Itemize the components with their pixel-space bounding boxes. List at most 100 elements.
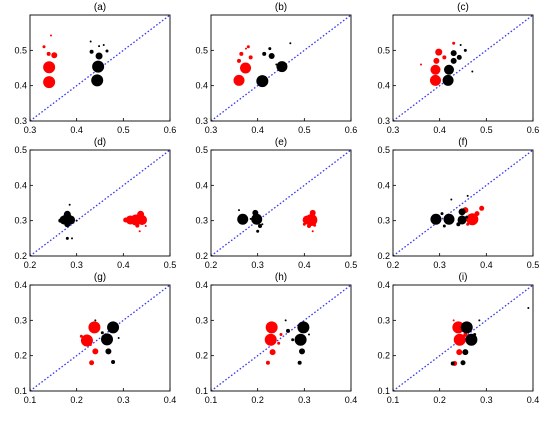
black-data-point [456, 222, 461, 227]
black-data-point [450, 50, 457, 57]
black-data-point [102, 44, 105, 47]
x-tick-label: 0.2 [205, 260, 218, 270]
subplot-title: (c) [457, 2, 469, 13]
x-tick-label: 0.3 [117, 395, 130, 405]
y-tick-label: 0.3 [377, 315, 390, 325]
x-tick-label: 0.2 [251, 395, 264, 405]
plot-frame [392, 149, 534, 257]
x-tick-label: 0.4 [70, 125, 83, 135]
red-data-point [246, 45, 250, 49]
black-data-point [256, 75, 269, 88]
red-data-point [430, 64, 441, 75]
subplot-3: (c) 0.3 0.4 0.5 0.6 0.3 0.4 0.5 [377, 2, 539, 135]
x-tick-label: 0.2 [433, 395, 446, 405]
y-tick-label: 0.5 [14, 45, 27, 55]
black-data-point [458, 208, 466, 216]
red-data-point [302, 215, 312, 225]
black-data-point [297, 321, 310, 334]
black-data-point [442, 224, 446, 228]
black-data-point [294, 333, 307, 346]
black-data-point [117, 337, 120, 339]
y-tick-label: 0.3 [14, 315, 27, 325]
y-tick-label: 0.4 [195, 81, 208, 91]
red-data-point [233, 74, 245, 86]
red-data-point [240, 62, 252, 74]
y-tick-label: 0.5 [14, 145, 27, 155]
x-tick-label: 0.6 [527, 125, 540, 135]
red-data-point [50, 34, 52, 37]
x-tick-label: 0.5 [164, 260, 177, 270]
x-tick-label: 0.3 [387, 125, 400, 135]
red-data-point [123, 217, 129, 223]
black-data-point [527, 306, 530, 309]
black-data-point [442, 74, 454, 86]
black-data-point [268, 52, 275, 59]
red-data-point [309, 209, 316, 216]
red-data-point [311, 230, 314, 233]
black-data-point [299, 348, 305, 355]
red-data-point [51, 52, 58, 59]
red-data-point [138, 230, 141, 233]
y-tick-label: 0.1 [14, 386, 27, 396]
black-data-point [457, 215, 467, 225]
red-data-point [144, 224, 147, 227]
red-data-point [43, 61, 56, 74]
y-tick-label: 0.3 [14, 216, 27, 226]
black-data-point [71, 237, 73, 240]
red-data-point [433, 57, 440, 64]
y-tick-label: 0.1 [377, 386, 390, 396]
black-data-point [286, 328, 290, 333]
red-data-point [279, 332, 283, 336]
black-data-point [91, 74, 104, 87]
subplot-title: (a) [94, 2, 106, 13]
black-data-point [249, 217, 252, 220]
x-tick-label: 0.6 [164, 125, 177, 135]
plot-frame [210, 14, 352, 122]
red-data-point [452, 321, 465, 334]
black-data-point [456, 54, 462, 60]
black-data-point [258, 223, 262, 228]
black-data-point [252, 209, 259, 216]
black-data-point [238, 209, 240, 212]
black-data-point [262, 51, 267, 56]
red-data-point [442, 55, 447, 60]
diagonal-line [29, 284, 171, 392]
black-data-point [268, 47, 272, 51]
red-data-point [456, 349, 463, 356]
black-data-point [289, 42, 292, 45]
black-data-point [466, 194, 469, 197]
red-data-point [46, 51, 51, 56]
x-tick-label: 0.2 [70, 395, 83, 405]
x-tick-label: 0.3 [24, 125, 37, 135]
red-data-point [80, 334, 93, 347]
x-tick-label: 0.3 [205, 125, 218, 135]
y-tick-label: 0.2 [195, 351, 208, 361]
y-tick-label: 0.5 [195, 145, 208, 155]
x-tick-label: 0.1 [387, 395, 400, 405]
x-tick-label: 0.4 [345, 395, 358, 405]
red-data-point [264, 333, 277, 346]
black-data-point [276, 61, 288, 73]
black-data-point [297, 360, 302, 365]
y-tick-label: 0.2 [195, 251, 208, 261]
black-data-point [105, 348, 112, 355]
plot-frame [29, 14, 171, 122]
subplot-4: (d) 0.2 0.3 0.4 0.5 0.2 0.3 0.4 0.5 [14, 137, 176, 270]
black-data-point [65, 236, 69, 240]
x-tick-label: 0.4 [164, 395, 177, 405]
y-tick-label: 0.4 [14, 81, 27, 91]
black-data-point [450, 361, 455, 366]
y-tick-label: 0.3 [377, 216, 390, 226]
black-data-point [68, 203, 71, 206]
red-data-point [89, 344, 92, 347]
red-data-point [92, 348, 99, 355]
red-data-point [79, 334, 83, 338]
black-data-point [261, 223, 264, 226]
x-tick-label: 0.1 [205, 395, 218, 405]
y-tick-label: 0.4 [377, 81, 390, 91]
y-tick-label: 0.4 [377, 280, 390, 290]
black-data-point [473, 332, 477, 336]
black-data-point [251, 213, 263, 225]
black-data-point [460, 321, 473, 334]
